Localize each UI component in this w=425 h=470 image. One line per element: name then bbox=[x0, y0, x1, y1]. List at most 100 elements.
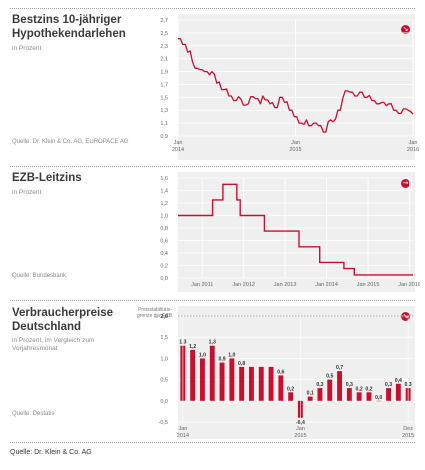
y-tick-label: 1,0 bbox=[160, 214, 168, 220]
bar-value-label: 0,8 bbox=[238, 361, 245, 367]
x-tick-label: 2016 bbox=[407, 147, 419, 153]
x-tick-label: Jan bbox=[409, 140, 418, 146]
y-tick-label: 2,7 bbox=[160, 18, 168, 24]
divider bbox=[10, 442, 415, 443]
panel-subtitle: in Prozent, im Vergleich zum Vorjahresmo… bbox=[12, 337, 95, 352]
bar bbox=[229, 358, 235, 401]
bar-value-label: 0,7 bbox=[336, 365, 343, 371]
x-tick-label: Jan 2011 bbox=[191, 282, 213, 288]
y-tick-label: 0,9 bbox=[160, 134, 168, 140]
arrow-right-icon: → bbox=[153, 314, 159, 320]
y-tick-label: 0,6 bbox=[160, 239, 168, 245]
y-tick-label: 0,8 bbox=[160, 226, 168, 232]
bar-value-label: 0,9 bbox=[218, 357, 225, 363]
bar bbox=[356, 392, 362, 401]
bar-value-label: 0,5 bbox=[326, 374, 333, 380]
bar-value-label: 1,0 bbox=[199, 352, 206, 358]
x-tick-label: 2015 bbox=[402, 433, 414, 439]
panel-source: Quelle: Destatis bbox=[12, 411, 55, 417]
y-tick-label: 1,6 bbox=[160, 176, 168, 182]
bar bbox=[337, 371, 342, 401]
bar-value-label: 0,3 bbox=[316, 382, 323, 388]
y-tick-label: 1,2 bbox=[160, 201, 168, 207]
y-tick-label: 1,0 bbox=[160, 356, 168, 362]
footer-source: Quelle: Dr. Klein & Co. AG bbox=[10, 449, 92, 456]
ezb-note-text: Preisstabilitäts- grenze der EZB bbox=[136, 307, 172, 319]
panel-title-line2: Hypothekendarlehen bbox=[12, 28, 126, 40]
divider bbox=[10, 300, 415, 301]
bar bbox=[366, 392, 372, 401]
bar bbox=[386, 388, 391, 401]
bar bbox=[239, 366, 245, 401]
rate-line-chart: 2,72,52,32,11,91,71,51,31,10,9Jan2014Jan… bbox=[160, 18, 419, 153]
bar bbox=[200, 358, 205, 401]
x-tick-label: Jan 2013 bbox=[274, 282, 297, 288]
divider bbox=[10, 166, 415, 167]
bar bbox=[268, 366, 274, 401]
panel-title: EZB-Leitzins bbox=[12, 172, 82, 184]
bar bbox=[395, 383, 401, 401]
bar-value-label: 0,6 bbox=[277, 369, 284, 375]
x-tick-label: Jan 2015 bbox=[357, 282, 380, 288]
bar bbox=[346, 388, 352, 401]
panel-title: Bestzins 10-jähriger bbox=[12, 14, 122, 26]
x-tick-label: Jan bbox=[178, 426, 187, 432]
arrow-right-icon: → bbox=[401, 179, 410, 188]
y-tick-label: 2,3 bbox=[160, 44, 168, 50]
bar bbox=[258, 366, 264, 401]
bar bbox=[190, 349, 196, 401]
y-tick-label: 0,2 bbox=[160, 264, 168, 270]
panel-source: Quelle: Dr. Klein & Co. AG, EUROPACE AG bbox=[12, 139, 129, 145]
bar bbox=[288, 392, 294, 401]
x-tick-label: Jan bbox=[296, 426, 305, 432]
bar bbox=[317, 388, 323, 401]
x-tick-label: Jan bbox=[291, 140, 300, 146]
ezb-note: Preisstabilitäts- grenze der EZB bbox=[120, 307, 172, 319]
bar-value-label: 0,1 bbox=[307, 391, 314, 397]
y-tick-label: 1,1 bbox=[160, 121, 168, 127]
divider bbox=[10, 8, 415, 9]
inflation-bar-chart: 2,01,51,00,50,0-0,5→1,31,21,01,30,91,00,… bbox=[153, 314, 414, 439]
x-tick-label: Dez bbox=[403, 426, 413, 432]
y-tick-label: 1,5 bbox=[160, 335, 168, 341]
bar-value-label: 0,2 bbox=[365, 386, 372, 392]
panel-title-line2: Deutschland bbox=[12, 321, 82, 333]
arrow-down-right-icon: ↘ bbox=[401, 25, 410, 34]
y-tick-label: 1,3 bbox=[160, 108, 168, 114]
bar bbox=[219, 362, 225, 401]
y-tick-label: 0,0 bbox=[160, 276, 168, 282]
bar-value-label: 1,2 bbox=[189, 344, 196, 350]
bar bbox=[307, 396, 313, 401]
y-tick-label: 2,5 bbox=[160, 31, 168, 37]
bar-value-label: 0,2 bbox=[356, 386, 363, 392]
y-tick-label: 2,0 bbox=[160, 314, 168, 320]
x-tick-label: Jan bbox=[174, 140, 183, 146]
panel-subtitle: in Prozent bbox=[12, 45, 42, 52]
x-tick-label: Jan 2014 bbox=[315, 282, 338, 288]
bar-value-label: 1,3 bbox=[209, 340, 216, 346]
bar-value-label: 1,0 bbox=[228, 352, 235, 358]
y-tick-label: 0,5 bbox=[160, 378, 168, 384]
y-tick-label: -0,5 bbox=[159, 420, 168, 426]
y-tick-label: 1,5 bbox=[160, 95, 168, 101]
y-tick-label: 0,4 bbox=[160, 251, 168, 257]
bar bbox=[209, 345, 215, 401]
bar-value-label: 0,0 bbox=[375, 395, 382, 401]
x-tick-label: 2014 bbox=[172, 147, 184, 153]
panel-source: Quelle: Bundesbank bbox=[12, 273, 67, 279]
bar-value-label: -0,4 bbox=[296, 420, 305, 426]
y-tick-label: 1,7 bbox=[160, 82, 168, 88]
x-tick-label: Jan 2012 bbox=[232, 282, 255, 288]
y-tick-label: 0,0 bbox=[160, 399, 168, 405]
plot-area bbox=[178, 172, 415, 292]
y-tick-label: 1,9 bbox=[160, 70, 168, 76]
bar-value-label: 0,4 bbox=[395, 378, 402, 384]
y-tick-label: 1,4 bbox=[160, 189, 168, 195]
bar-value-label: 0,3 bbox=[385, 382, 392, 388]
x-tick-label: 2015 bbox=[289, 147, 301, 153]
series-line bbox=[178, 38, 414, 133]
ezb-step-chart: 1,6 1,4 1,2 1,0 0,8 0,6 0,4 0,2 0,0 Jan 2011 Jan 2… bbox=[160, 176, 420, 288]
bar-value-label: 0,2 bbox=[287, 386, 294, 392]
plot-area bbox=[178, 306, 415, 439]
bar bbox=[327, 379, 333, 401]
